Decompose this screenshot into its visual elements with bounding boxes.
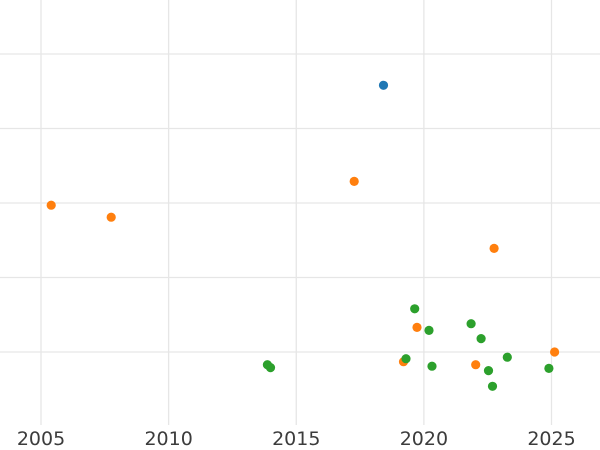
scatter-point-series-green xyxy=(476,334,486,344)
scatter-point-series-blue xyxy=(378,80,389,90)
scatter-point-series-green xyxy=(487,381,498,391)
scatter-point-series-green xyxy=(544,363,554,373)
scatter-point-series-green xyxy=(483,366,494,376)
x-tick-label-2025: 2025 xyxy=(527,428,575,450)
scatter-point-series-orange xyxy=(46,200,56,210)
x-tick-label-2005: 2005 xyxy=(17,428,65,450)
scatter-point-series-orange xyxy=(349,176,359,186)
scatter-point-series-orange xyxy=(550,347,560,357)
scatter-point-series-green xyxy=(401,354,411,364)
x-tick-label-2010: 2010 xyxy=(144,428,192,450)
scatter-point-series-orange xyxy=(471,360,481,370)
scatter-point-series-green xyxy=(424,325,434,335)
x-tick-label-2020: 2020 xyxy=(400,428,448,450)
scatter-point-series-orange xyxy=(106,212,116,222)
scatter-point-series-orange xyxy=(412,322,422,332)
scatter-point-series-green xyxy=(410,304,420,314)
scatter-point-series-green xyxy=(502,352,512,362)
scatter-point-series-orange xyxy=(489,243,499,253)
scatter-point-series-green xyxy=(427,361,437,371)
scatter-point-series-green xyxy=(265,363,276,373)
scatter-point-series-green xyxy=(466,319,476,329)
x-tick-label-2015: 2015 xyxy=(272,428,320,450)
